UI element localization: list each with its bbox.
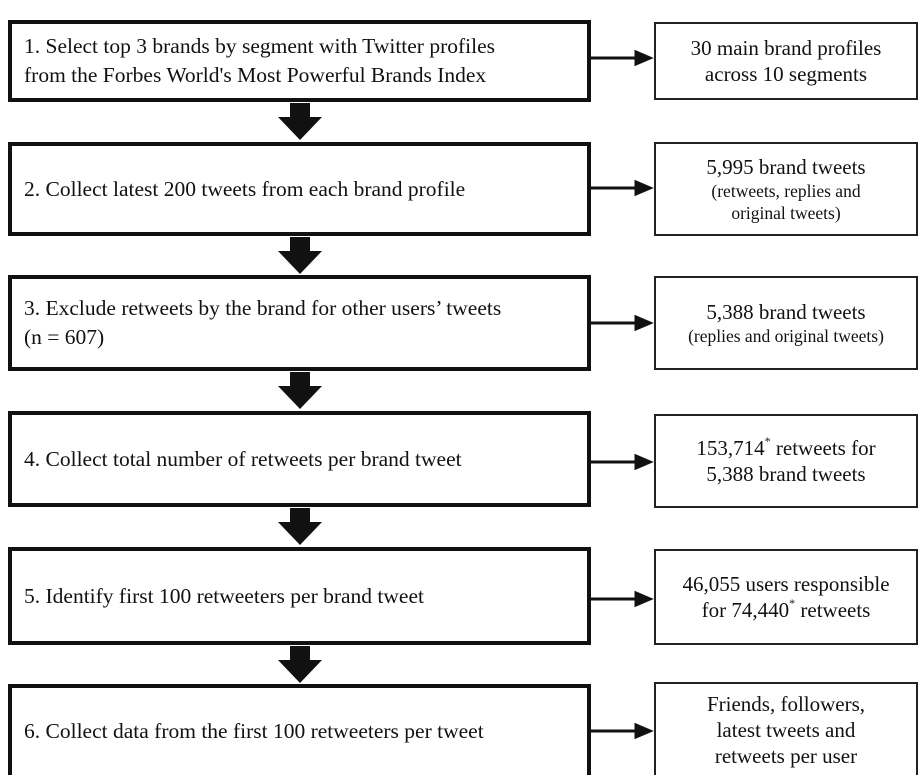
step-box-6: 6. Collect data from the first 100 retwe… [8,684,591,775]
result-5-line-2: for 74,440* retweets [682,597,889,623]
down-arrow-1 [278,103,322,140]
step-text-4: 4. Collect total number of retweets per … [24,445,462,474]
result-text-4: 153,714* retweets for 5,388 brand tweets [696,435,875,487]
result-6-line-3: retweets per user [714,743,858,768]
step-3-line-2: (n = 607) [24,325,105,349]
result-2-line-1: 5,995 brand tweets [706,155,866,179]
step-5-line-1: 5. Identify first 100 retweeters per bra… [24,583,424,608]
right-arrow-3 [591,314,654,332]
right-arrow-1 [591,49,654,67]
result-4-line-1-rest: retweets for [770,436,876,460]
result-text-2: 5,995 brand tweets (retweets, replies an… [706,154,865,224]
result-1-line-2: across 10 segments [704,62,868,86]
down-arrow-3 [278,372,322,409]
step-box-3: 3. Exclude retweets by the brand for oth… [8,275,591,371]
down-arrows [278,103,322,683]
step-text-3: 3. Exclude retweets by the brand for oth… [24,294,501,352]
step-box-5: 5. Identify first 100 retweeters per bra… [8,547,591,645]
result-3-sub-1: (replies and original tweets) [688,326,884,346]
result-box-6: Friends, followers, latest tweets and re… [654,682,918,775]
result-text-1: 30 main brand profiles across 10 segment… [691,35,882,87]
result-6-line-2: latest tweets and [716,717,856,742]
right-arrow-5 [591,590,654,608]
down-arrow-2 [278,237,322,274]
result-6-line-1: Friends, followers, [706,691,866,716]
result-2-sub-2: original tweets) [731,203,841,223]
result-5-line-2-number: for 74,440 [701,598,790,622]
result-4-line-1: 153,714* retweets for [696,435,875,461]
step-1-line-1: 1. Select top 3 brands by segment with T… [24,34,496,58]
result-text-3: 5,388 brand tweets (replies and original… [688,299,884,347]
result-box-1: 30 main brand profiles across 10 segment… [654,22,918,100]
result-1-line-1: 30 main brand profiles [690,36,882,60]
step-text-1: 1. Select top 3 brands by segment with T… [24,32,495,90]
step-box-2: 2. Collect latest 200 tweets from each b… [8,142,591,236]
step-3-line-1: 3. Exclude retweets by the brand for oth… [24,296,502,320]
result-4-line-2: 5,388 brand tweets [706,462,866,486]
result-box-4: 153,714* retweets for 5,388 brand tweets [654,414,918,508]
result-3-line-1: 5,388 brand tweets [706,300,866,324]
result-box-2: 5,995 brand tweets (retweets, replies an… [654,142,918,236]
result-box-5: 46,055 users responsible for 74,440* ret… [654,549,918,645]
result-box-3: 5,388 brand tweets (replies and original… [654,276,918,370]
result-text-5: 46,055 users responsible for 74,440* ret… [682,571,889,623]
step-2-line-1: 2. Collect latest 200 tweets from each b… [24,176,466,201]
result-text-6: Friends, followers, latest tweets and re… [707,691,865,769]
result-4-asterisk: * [764,434,771,448]
right-arrows [591,49,654,740]
result-5-asterisk: * [789,596,796,610]
result-5-line-2-rest: retweets [795,598,871,622]
step-1-line-2: from the Forbes World's Most Powerful Br… [24,63,487,87]
down-arrow-4 [278,508,322,545]
step-box-4: 4. Collect total number of retweets per … [8,411,591,507]
right-arrow-4 [591,453,654,471]
result-4-line-1-number: 153,714 [696,436,765,460]
step-box-1: 1. Select top 3 brands by segment with T… [8,20,591,102]
result-5-line-1: 46,055 users responsible [682,572,890,596]
right-arrow-6 [591,722,654,740]
step-4-line-1: 4. Collect total number of retweets per … [24,446,462,471]
step-text-6: 6. Collect data from the first 100 retwe… [24,717,484,746]
step-text-5: 5. Identify first 100 retweeters per bra… [24,582,424,611]
right-arrow-2 [591,179,654,197]
result-2-sub-1: (retweets, replies and [711,181,861,201]
step-6-line-1: 6. Collect data from the first 100 retwe… [24,719,484,743]
step-text-2: 2. Collect latest 200 tweets from each b… [24,175,465,204]
down-arrow-5 [278,646,322,683]
